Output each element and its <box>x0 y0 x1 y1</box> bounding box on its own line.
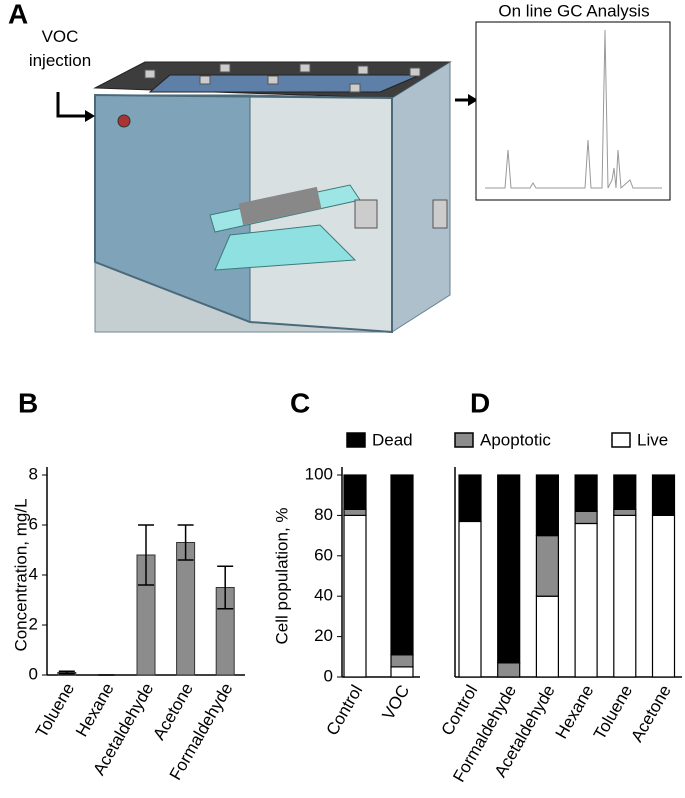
bar-segment <box>535 474 560 537</box>
x-tick-label: Toluene <box>32 680 78 741</box>
error-bar <box>217 565 234 610</box>
x-tick-label: VOC <box>378 682 413 723</box>
error-bar <box>58 670 75 675</box>
legend-swatch <box>346 432 366 448</box>
bar-segment <box>458 520 482 678</box>
gc-trace <box>485 29 662 190</box>
error-bar <box>177 524 194 561</box>
y-axis-label: Concentration, mg/L <box>11 498 30 651</box>
bar-segment <box>390 654 414 668</box>
injection-label: VOC injection <box>28 27 92 70</box>
bar-segment <box>458 474 482 523</box>
bar-segment <box>343 474 367 510</box>
error-bar <box>138 524 154 586</box>
bar <box>176 542 196 676</box>
y-tick-label: 2 <box>29 614 38 633</box>
bar-segment <box>651 514 676 678</box>
x-tick-label: Control <box>322 682 366 739</box>
legend-swatch <box>611 432 631 448</box>
y-tick-label: 4 <box>29 564 38 583</box>
y-tick-label: 6 <box>29 514 38 533</box>
panel-label: B <box>18 387 38 418</box>
panel-label: D <box>470 387 490 418</box>
y-tick-label: 40 <box>314 586 333 605</box>
bar-segment <box>343 508 367 516</box>
bar-segment <box>535 534 560 597</box>
bar-segment <box>574 474 598 512</box>
bar-segment <box>497 474 521 664</box>
bar-segment <box>613 514 637 678</box>
bar-segment <box>574 510 598 525</box>
panel-label: C <box>290 387 310 418</box>
bar-segment <box>613 474 637 510</box>
legend-label: Apoptotic <box>480 430 551 449</box>
bar-segment <box>390 666 414 678</box>
y-tick-label: 80 <box>314 505 333 524</box>
gc-inset <box>475 21 671 201</box>
chamber-illustration <box>56 61 478 334</box>
bar-segment <box>535 595 560 678</box>
gc-title: On line GC Analysis <box>498 1 649 20</box>
y-tick-label: 100 <box>305 464 333 483</box>
bar-segment <box>613 508 637 516</box>
y-tick-label: 0 <box>29 664 38 683</box>
bar-segment <box>497 662 521 678</box>
injection-label-box: VOC injection <box>28 27 92 70</box>
legend-label: Live <box>637 430 668 449</box>
y-tick-label: 8 <box>29 464 38 483</box>
bar-segment <box>651 474 676 517</box>
panel-label: A <box>8 0 28 29</box>
y-axis-label: Cell population, % <box>272 507 291 644</box>
y-tick-label: 20 <box>314 626 333 645</box>
y-tick-label: 0 <box>324 666 333 685</box>
bar-segment <box>574 522 598 678</box>
bar-segment <box>390 474 414 656</box>
legend-label: Dead <box>372 430 413 449</box>
bar-segment <box>343 514 367 678</box>
y-tick-label: 60 <box>314 545 333 564</box>
legend-swatch <box>454 432 474 448</box>
